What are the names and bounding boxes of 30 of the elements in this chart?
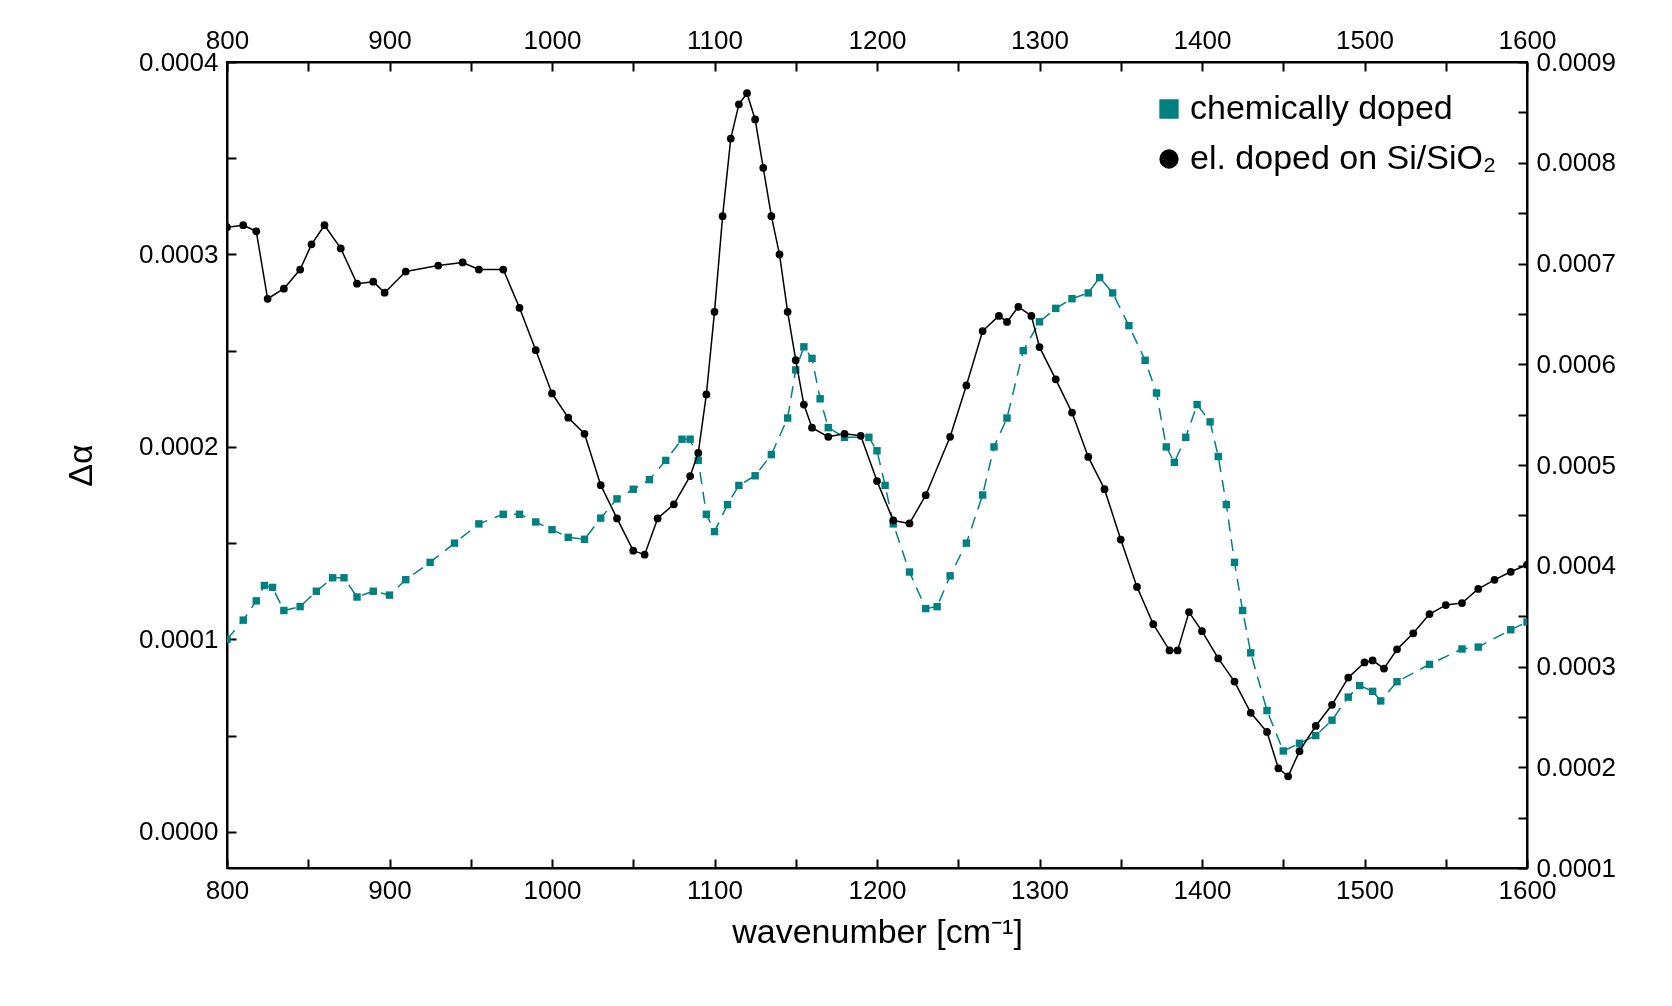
x-tick-label: 1300 bbox=[1011, 874, 1069, 905]
x2-tick-label: 1500 bbox=[1336, 24, 1394, 55]
y2-tick-label: 0.0004 bbox=[1536, 550, 1617, 581]
x-axis-title: wavenumber [cm⁻¹] bbox=[731, 911, 1023, 950]
legend-label: chemically doped bbox=[1190, 88, 1453, 126]
x2-tick-label: 1300 bbox=[1011, 24, 1069, 55]
y-tick-label: 0.0003 bbox=[138, 238, 219, 269]
x-tick-label: 900 bbox=[368, 874, 412, 905]
x-tick-label: 800 bbox=[205, 874, 250, 905]
y2-tick-label: 0.0002 bbox=[1536, 751, 1617, 782]
x2-tick-label: 900 bbox=[368, 24, 412, 55]
y2-tick-label: 0.0005 bbox=[1536, 449, 1617, 480]
y2-tick-label: 0.0008 bbox=[1536, 147, 1617, 178]
x-tick-label: 1200 bbox=[848, 874, 907, 905]
y-tick-label: 0.0000 bbox=[138, 816, 219, 847]
x2-tick-label: 1000 bbox=[523, 24, 582, 55]
y2-tick-label: 0.0003 bbox=[1536, 651, 1617, 681]
legend-label: el. doped on Si/SiO₂ bbox=[1190, 138, 1497, 176]
y2-tick-label: 0.0007 bbox=[1536, 248, 1617, 278]
x2-tick-label: 1400 bbox=[1173, 24, 1232, 55]
x-tick-label: 1100 bbox=[687, 874, 743, 905]
y-axis-title: Δα bbox=[60, 444, 99, 487]
y2-tick-label: 0.0006 bbox=[1536, 348, 1617, 379]
x-tick-label: 1000 bbox=[523, 874, 582, 905]
x2-tick-label: 1200 bbox=[848, 24, 907, 55]
y-tick-label: 0.0002 bbox=[138, 431, 219, 462]
y-tick-label: 0.0001 bbox=[138, 623, 219, 654]
x2-tick-label: 1100 bbox=[687, 24, 743, 55]
x-tick-label: 1500 bbox=[1336, 874, 1394, 905]
x-tick-label: 1400 bbox=[1173, 874, 1232, 905]
